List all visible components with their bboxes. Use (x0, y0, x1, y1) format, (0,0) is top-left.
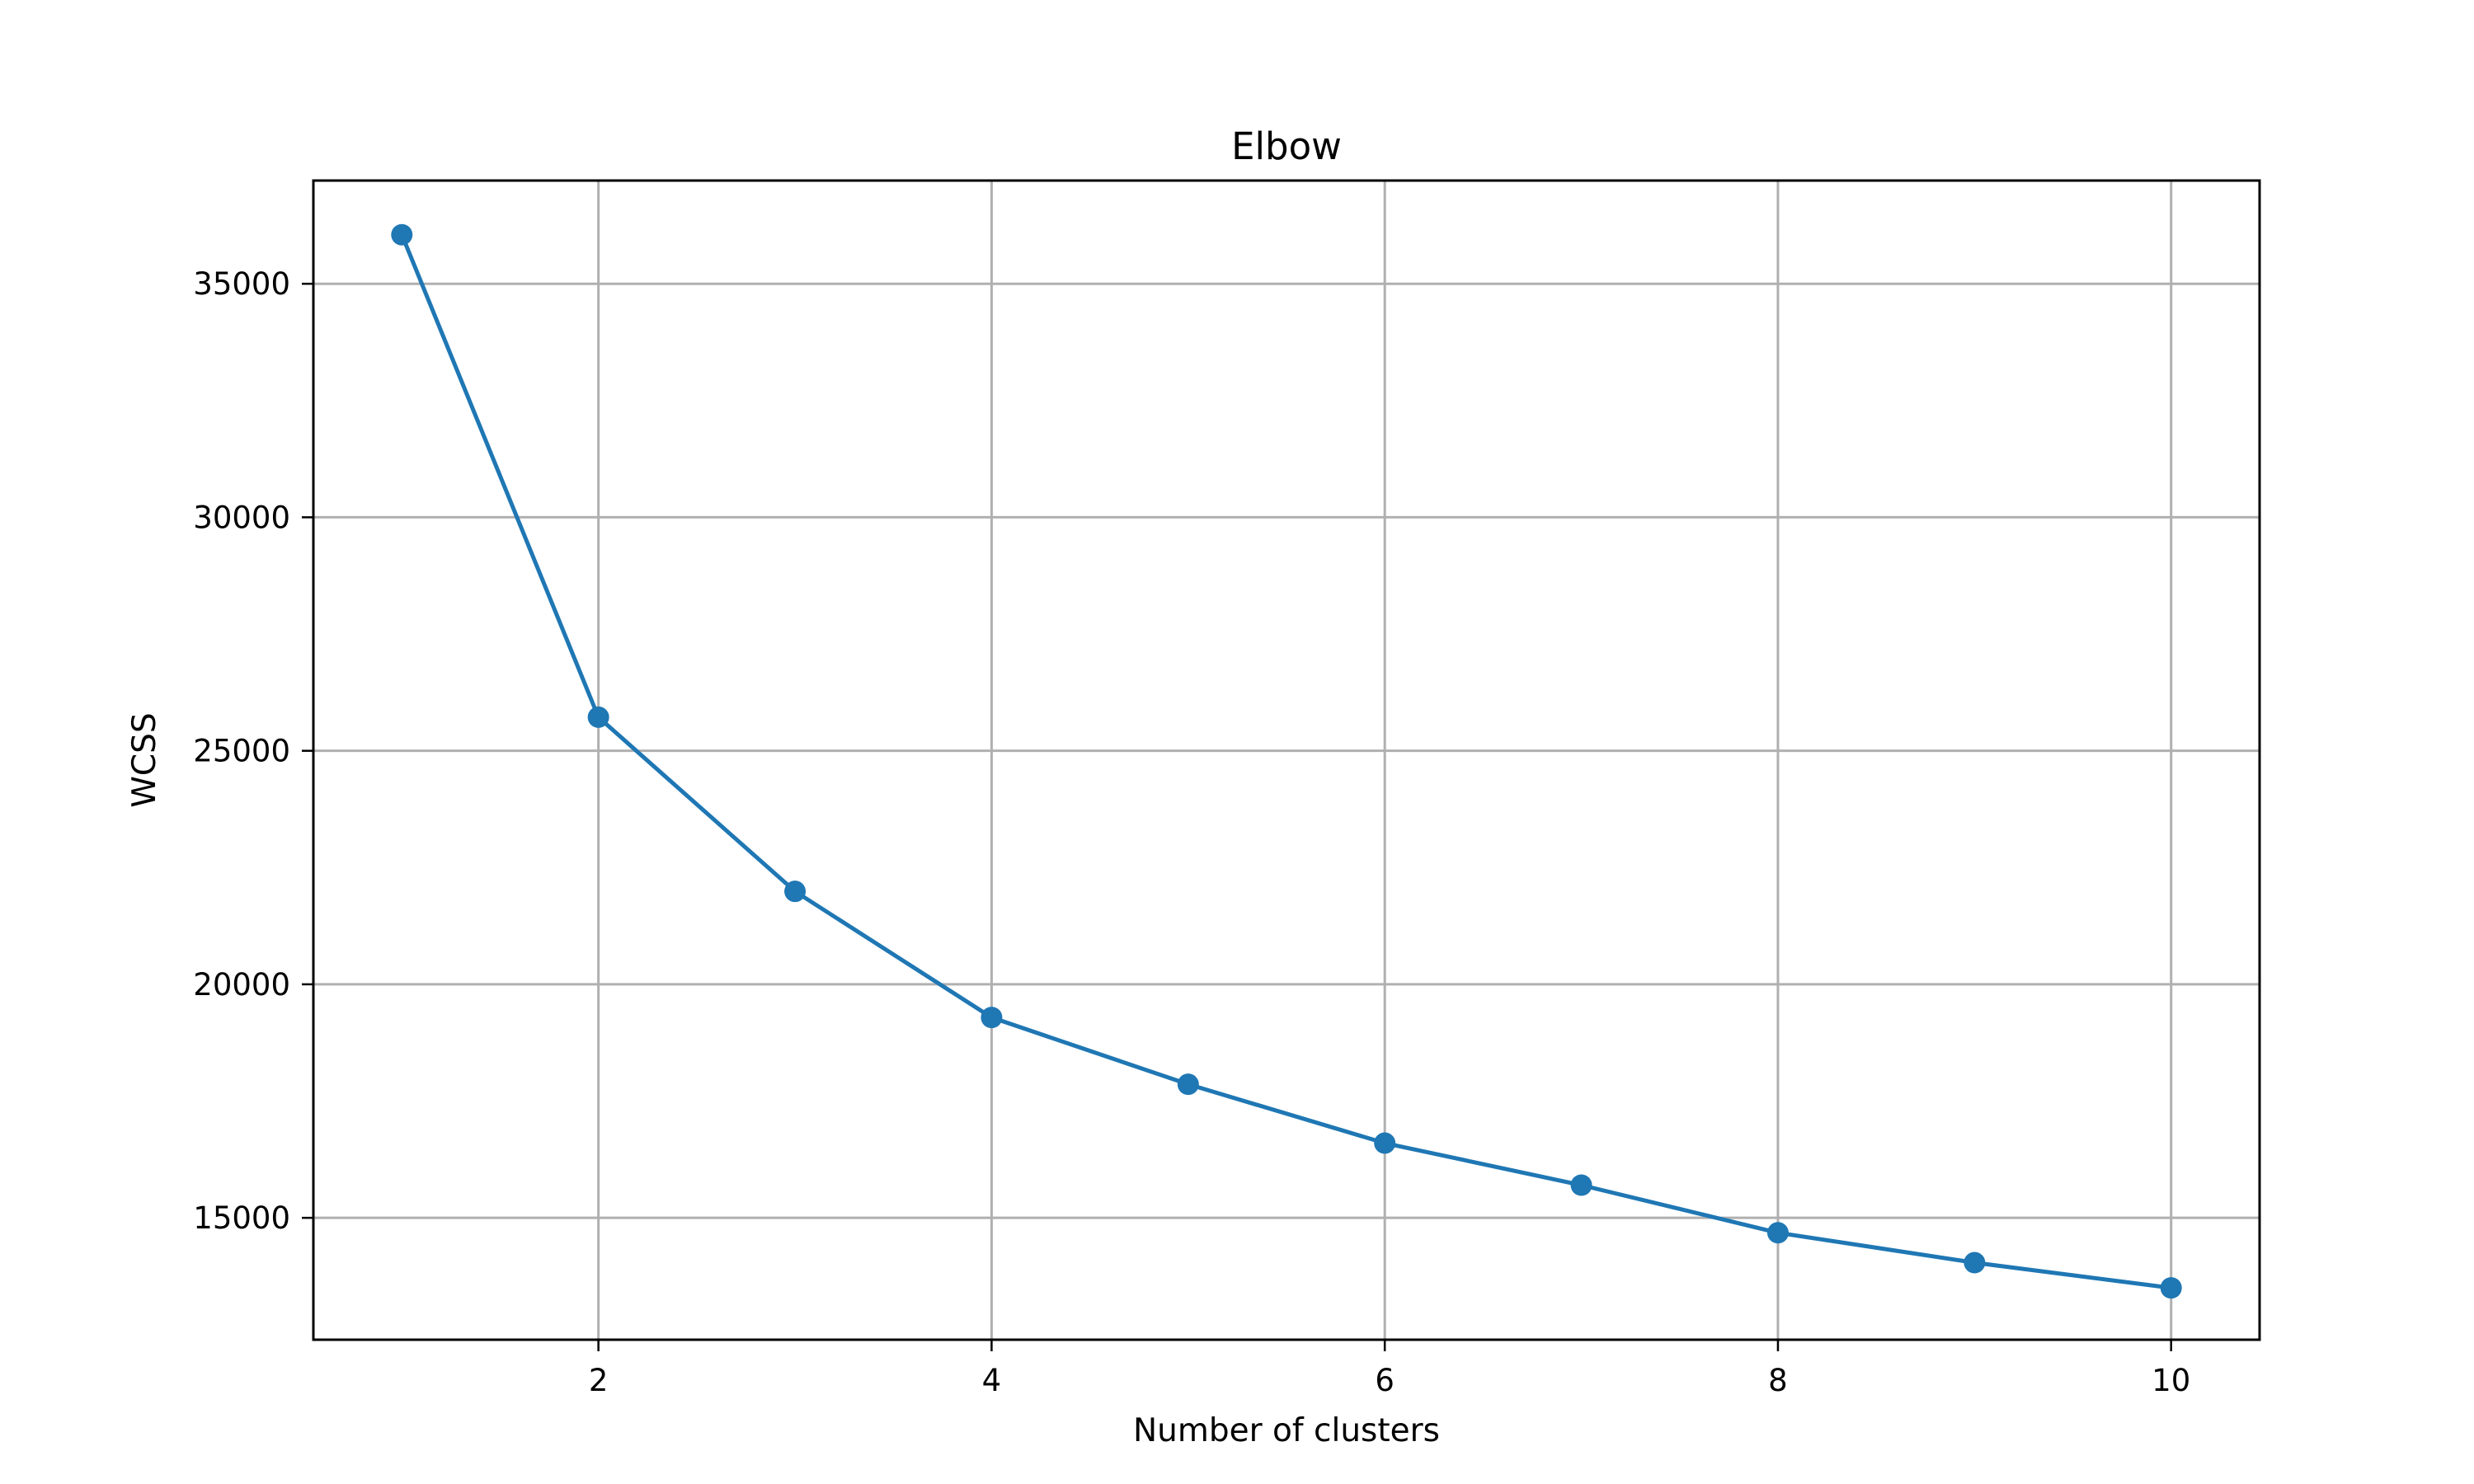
y-tick-label: 30000 (193, 500, 290, 535)
y-axis-label: WCSS (126, 712, 163, 807)
y-tick-label: 25000 (193, 734, 290, 769)
x-tick-label: 6 (1375, 1363, 1395, 1398)
data-point (981, 1007, 1003, 1029)
series (391, 223, 2182, 1299)
y-tick-label: 35000 (193, 266, 290, 302)
data-point (1374, 1132, 1396, 1154)
data-point (1177, 1073, 1199, 1096)
x-tick-label: 4 (982, 1363, 1002, 1398)
ticks: 2 4 6 8 10 15000 20000 25000 30000 35000 (193, 266, 2190, 1398)
data-point (587, 706, 609, 728)
chart-title: Elbow (1231, 124, 1342, 168)
data-point (1964, 1252, 1986, 1274)
y-tick-label: 20000 (193, 967, 290, 1003)
x-tick-label: 8 (1768, 1363, 1788, 1398)
plot-frame (312, 179, 2261, 1341)
data-point (391, 223, 413, 246)
data-point (1570, 1174, 1592, 1196)
data-point (2160, 1277, 2182, 1299)
data-point (1766, 1222, 1789, 1244)
y-tick-label: 15000 (193, 1200, 290, 1236)
x-axis-label: Number of clusters (1133, 1412, 1440, 1449)
series-line (399, 232, 2174, 1290)
x-tick-label: 10 (2152, 1363, 2190, 1398)
data-point (784, 881, 807, 903)
x-tick-label: 2 (589, 1363, 609, 1398)
grid (313, 181, 2260, 1340)
